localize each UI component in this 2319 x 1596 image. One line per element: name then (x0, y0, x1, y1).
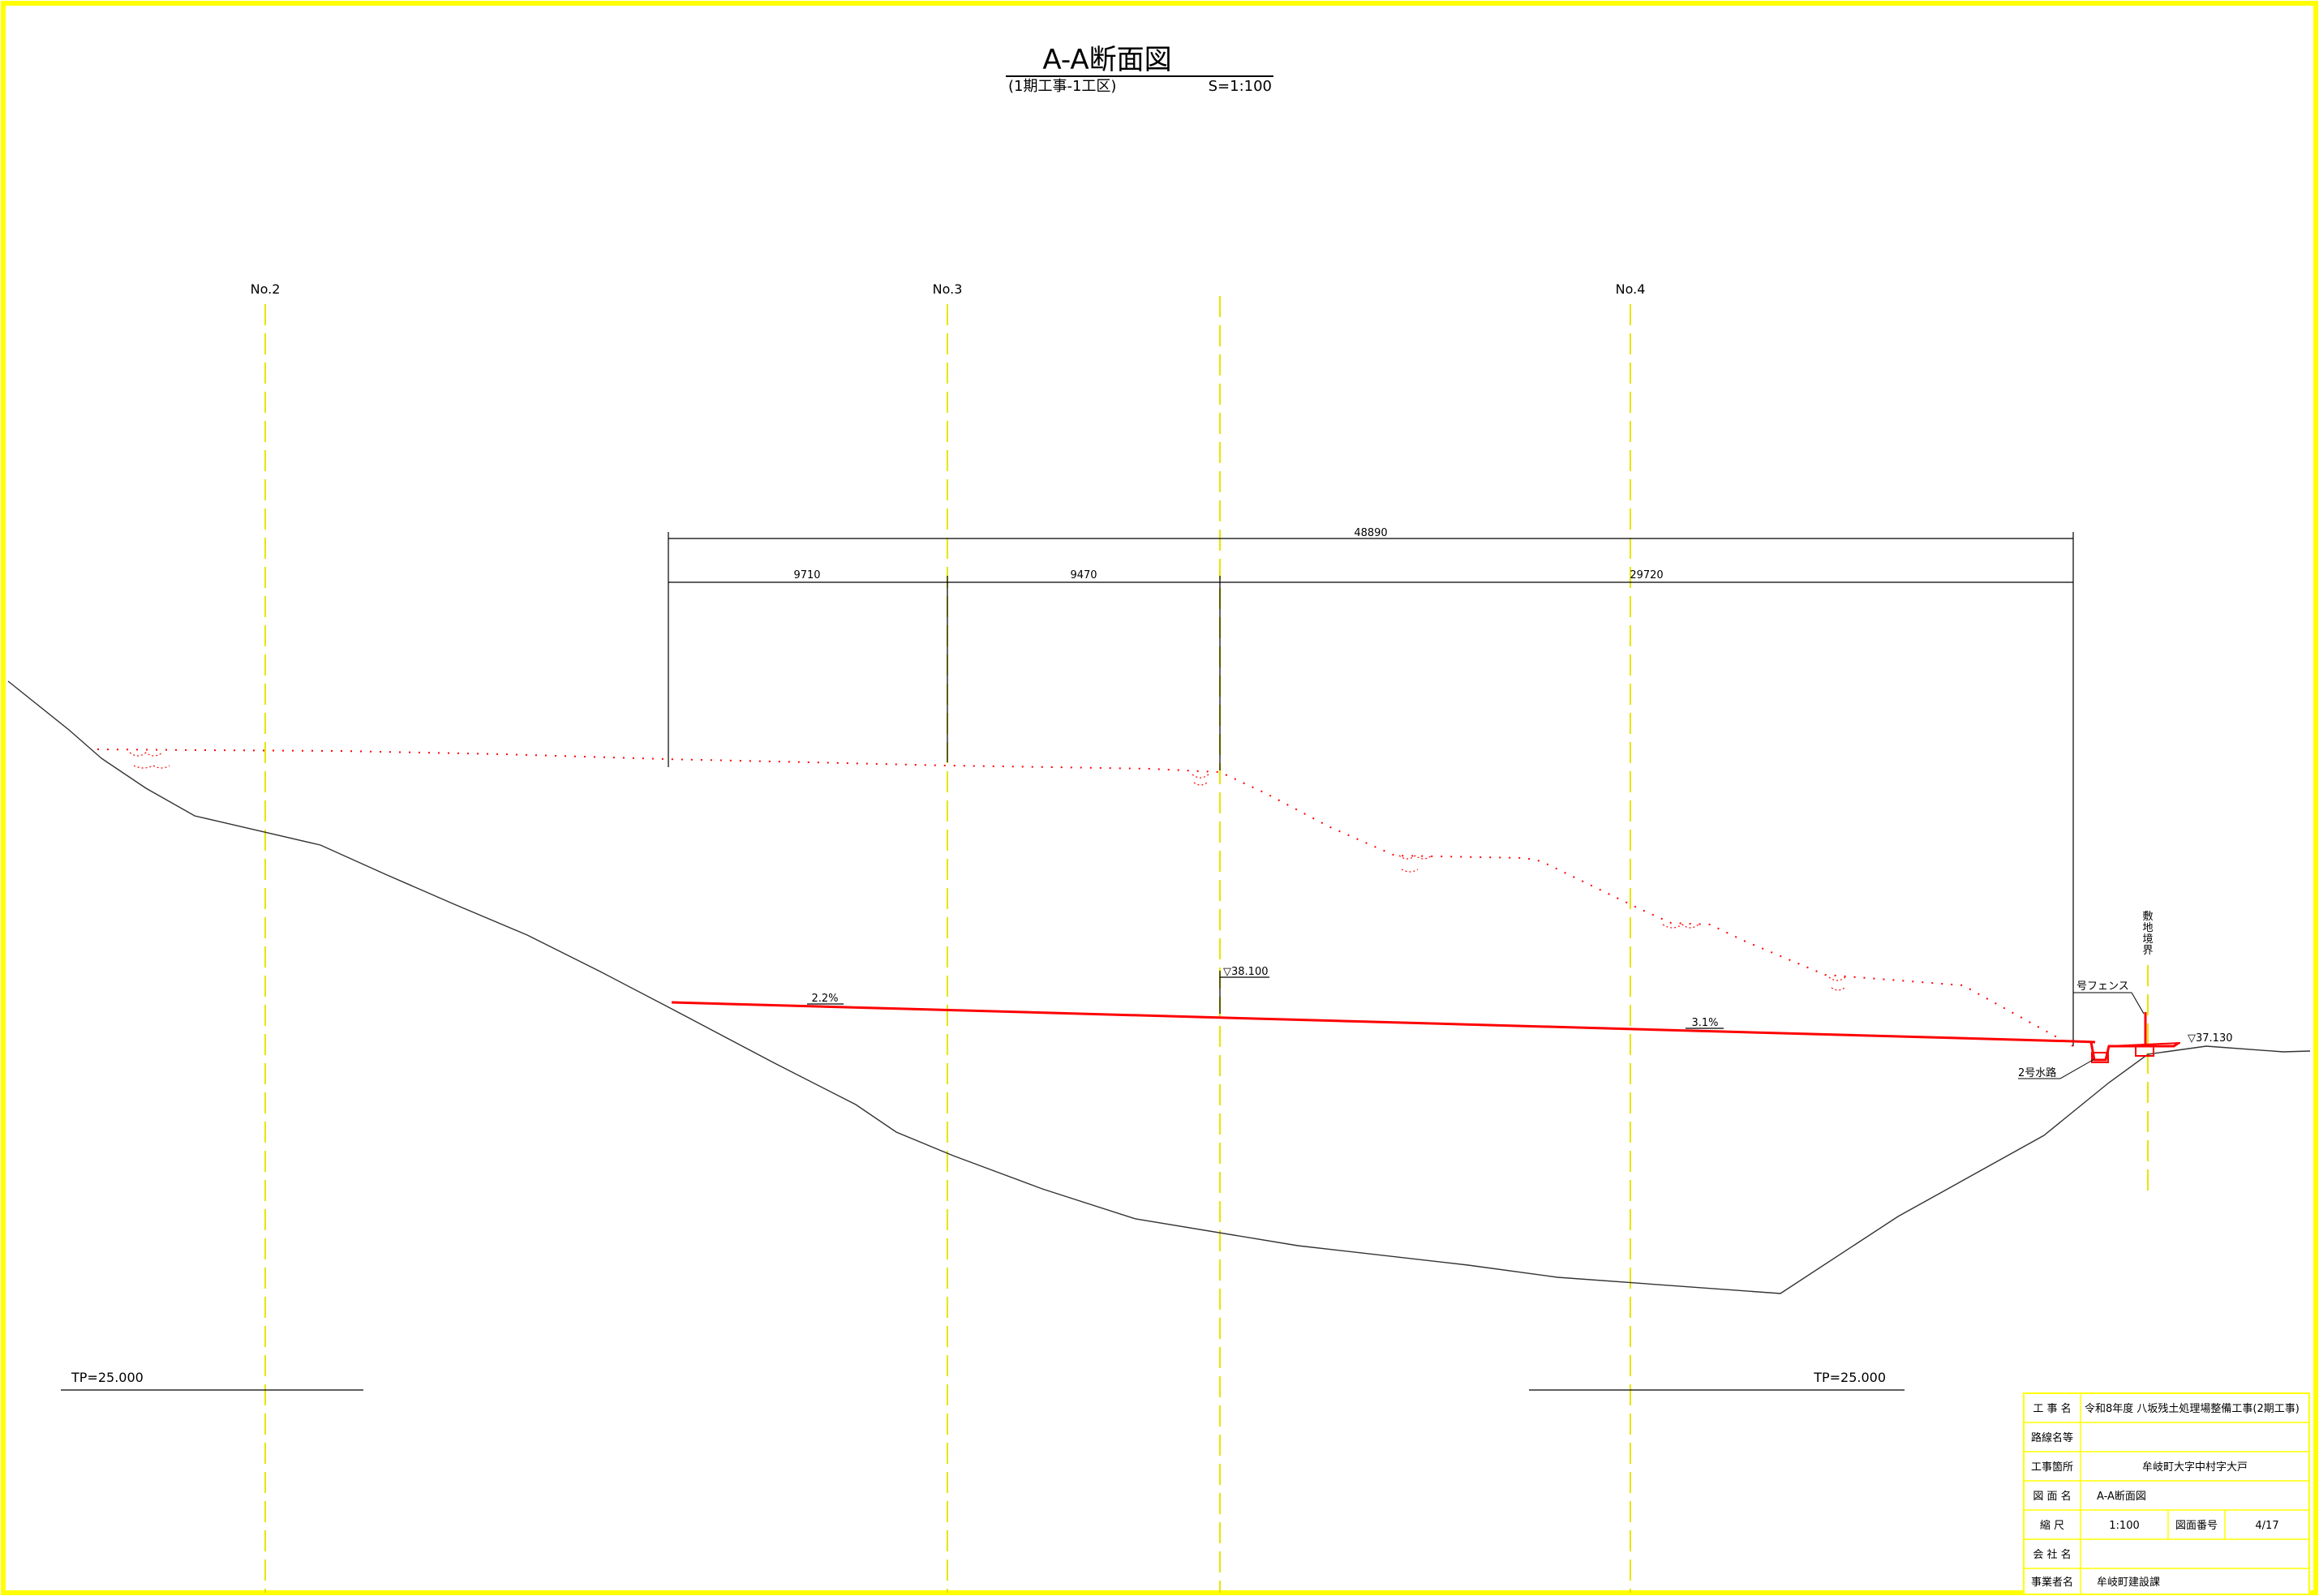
station-label-no2: No.2 (251, 281, 281, 297)
title-main: A-A断面図 (1042, 44, 1171, 76)
title-scale: S=1:100 (1209, 78, 1272, 95)
tb-label-location: 工事箇所 (2031, 1461, 2073, 1474)
tb-value-scale: 1:100 (2109, 1520, 2139, 1532)
tb-label-drawing: 図 面 名 (2033, 1490, 2071, 1503)
svg-text:地: 地 (2142, 922, 2153, 934)
svg-text:2号水路: 2号水路 (2018, 1066, 2056, 1079)
tb-value-project: 令和8年度 八坂残土処理場整備工事(2期工事) (2085, 1402, 2300, 1415)
slope-label-left: 2.2% (807, 993, 844, 1005)
tb-value-drawing: A-A断面図 (2097, 1491, 2146, 1503)
tb-value-location: 牟岐町大字中村字大戸 (2142, 1461, 2248, 1474)
tb-label-owner: 事業者名 (2031, 1576, 2073, 1589)
dimension-segment-1: 9710 (793, 569, 820, 581)
station-lines (264, 296, 2149, 1593)
svg-text:境: 境 (2142, 933, 2153, 946)
svg-text:敷: 敷 (2142, 911, 2153, 923)
dimension-segment-2: 9470 (1070, 569, 1097, 581)
slope-label-right: 3.1% (1686, 1017, 1724, 1029)
tb-label-scale: 縮 尺 (2040, 1519, 2064, 1532)
svg-text:TP=25.000: TP=25.000 (1813, 1370, 1886, 1385)
channel-label: 2号水路 (2018, 1058, 2095, 1079)
boundary-label: 敷 地 境 界 (2142, 911, 2153, 957)
svg-text:TP=25.000: TP=25.000 (71, 1370, 144, 1385)
elevation-center: ▽38.100 (1220, 966, 1269, 978)
svg-text:2.2%: 2.2% (811, 993, 838, 1005)
terrain-marks (129, 752, 1846, 991)
title-block: 工 事 名 令和8年度 八坂残土処理場整備工事(2期工事) 路線名等 工事箇所 … (2023, 1392, 2310, 1595)
dimension-lines (668, 532, 2074, 1046)
drawing-title: A-A断面図 (1期工事-1工区) S=1:100 (1006, 44, 1273, 95)
tb-label-sheetno: 図面番号 (2175, 1520, 2218, 1532)
svg-text:▽38.100: ▽38.100 (1223, 966, 1269, 978)
existing-ground-line (7, 680, 2311, 1294)
dimension-segment-3: 29720 (1630, 569, 1663, 581)
tb-label-company: 会 社 名 (2033, 1548, 2071, 1561)
datum-right: TP=25.000 (1529, 1370, 1905, 1391)
tb-label-project: 工 事 名 (2033, 1402, 2071, 1415)
svg-text:界: 界 (2142, 945, 2153, 957)
dimension-total: 48890 (1354, 527, 1387, 539)
svg-text:3.1%: 3.1% (1691, 1017, 1718, 1029)
datum-left: TP=25.000 (61, 1370, 363, 1391)
elevation-right: ▽37.130 (2188, 1032, 2233, 1045)
tb-value-owner: 牟岐町建設課 (2097, 1576, 2160, 1589)
fence-label: 号フェンス (2073, 980, 2145, 1015)
station-label-no3: No.3 (933, 281, 963, 297)
svg-text:号フェンス: 号フェンス (2076, 980, 2129, 993)
design-formation (671, 1001, 2181, 1063)
station-label-no4: No.4 (1616, 281, 1646, 297)
original-terrain (97, 749, 2074, 1047)
tb-label-route: 路線名等 (2031, 1431, 2073, 1444)
tb-value-sheetno: 4/17 (2255, 1520, 2278, 1532)
title-sub: (1期工事-1工区) (1008, 78, 1116, 95)
